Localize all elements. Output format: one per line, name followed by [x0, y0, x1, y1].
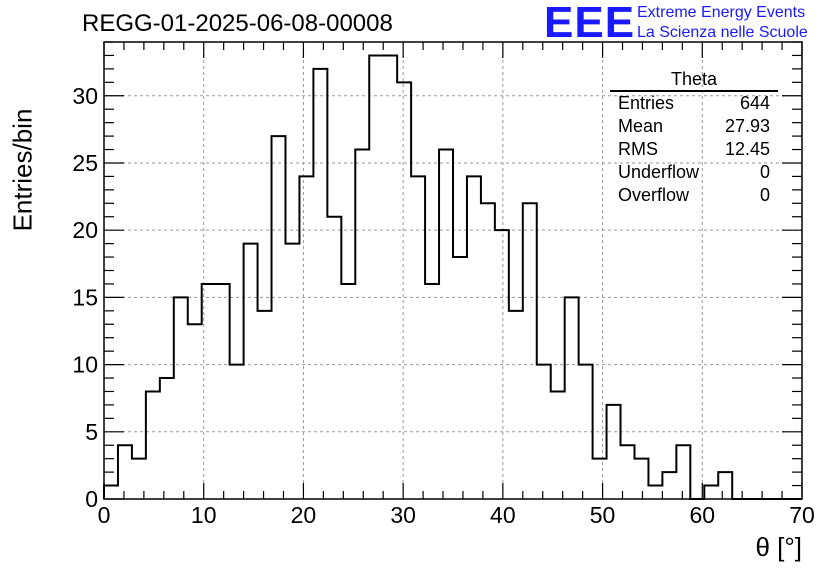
histogram-bin	[104, 486, 118, 499]
histogram-bin	[579, 365, 593, 499]
histogram-bin	[439, 150, 453, 499]
y-tick-label: 5	[85, 419, 98, 445]
eee-logo: EEE Extreme Energy Events La Scienza nel…	[540, 0, 836, 47]
y-tick-label: 0	[85, 486, 98, 512]
stats-key: Entries	[618, 93, 675, 113]
histogram-bin	[634, 459, 648, 499]
stats-key: Underflow	[618, 162, 700, 182]
histogram-bin	[523, 203, 537, 499]
histogram-bin	[425, 284, 439, 499]
histogram-bin	[174, 297, 188, 499]
histogram-bin	[327, 217, 341, 499]
histogram-bars	[103, 54, 802, 500]
y-tick-label: 20	[72, 217, 98, 243]
x-tick-label: 50	[590, 502, 616, 528]
stats-box: Theta Entries 644 Mean 27.93 RMS 12.45 U…	[610, 68, 778, 207]
histogram-bin	[495, 230, 509, 499]
stats-row-underflow: Underflow 0	[610, 161, 778, 184]
stats-row-mean: Mean 27.93	[610, 115, 778, 138]
stats-row-entries: Entries 644	[610, 92, 778, 115]
histogram-bin	[718, 472, 732, 499]
stats-value: 27.93	[724, 116, 770, 136]
x-axis-label: θ [°]	[755, 532, 802, 562]
histogram-bin	[621, 445, 635, 499]
y-tick-label: 10	[72, 352, 98, 378]
histogram-bin	[244, 244, 258, 499]
histogram-bin	[607, 405, 621, 499]
histogram-bin	[216, 284, 230, 499]
stats-value: 644	[739, 93, 770, 113]
histogram-bin	[676, 445, 690, 499]
x-tick-label: 40	[490, 502, 516, 528]
stats-row-rms: RMS 12.45	[610, 138, 778, 161]
histogram-bin	[285, 244, 299, 499]
histogram-bin	[160, 378, 174, 499]
histogram-bin	[537, 365, 551, 499]
histogram-bin	[509, 311, 523, 499]
stats-key: RMS	[618, 139, 658, 159]
histogram-bin	[383, 55, 397, 499]
logo-line-2: La Scienza nelle Scuole	[637, 24, 808, 41]
histogram-bin	[397, 82, 411, 499]
tick-marks	[103, 41, 803, 500]
histogram-outline	[103, 54, 802, 500]
y-axis-label-box: Entries/bin	[7, 108, 38, 232]
histogram-bin	[565, 297, 579, 499]
stats-key: Mean	[618, 116, 664, 136]
tick-labels: 0 10 20 30 40 50 60 70 0 5 10 15 20 25 30	[72, 83, 814, 528]
logo-letters: EEE	[544, 0, 636, 47]
stats-value: 12.45	[724, 139, 770, 159]
histogram-bin	[467, 176, 481, 499]
stats-title: Theta	[610, 68, 778, 92]
histogram-bin	[355, 150, 369, 499]
stats-value: 0	[759, 162, 770, 182]
x-tick-label: 10	[191, 502, 217, 528]
histogram-bin	[453, 257, 467, 499]
histogram-bin	[258, 311, 272, 499]
x-tick-label: 0	[98, 502, 111, 528]
histogram-bin	[593, 459, 607, 499]
stats-row-overflow: Overflow 0	[610, 184, 778, 207]
x-tick-label: 60	[689, 502, 715, 528]
x-tick-label: 70	[789, 502, 815, 528]
histogram-bin	[313, 69, 327, 499]
chart-title: REGG-01-2025-06-08-00008	[82, 10, 393, 37]
logo-line-1: Extreme Energy Events	[637, 4, 806, 21]
stats-key: Overflow	[618, 185, 690, 205]
y-tick-label: 15	[72, 284, 98, 310]
histogram-bin	[202, 284, 216, 499]
x-tick-label: 20	[291, 502, 317, 528]
histogram-bin	[230, 365, 244, 499]
histogram-bin	[704, 486, 718, 499]
histogram-bin	[299, 176, 313, 499]
y-tick-label: 25	[72, 150, 98, 176]
histogram-bin	[188, 324, 202, 499]
histogram-bin	[551, 391, 565, 499]
histogram-bin	[369, 55, 383, 499]
histogram-bin	[341, 284, 355, 499]
histogram-bin	[118, 445, 132, 499]
histogram-bin	[272, 136, 286, 499]
histogram-bin	[146, 391, 160, 499]
histogram-bin	[481, 203, 495, 499]
stats-value: 0	[759, 185, 770, 205]
x-tick-label: 30	[390, 502, 416, 528]
histogram-bin	[648, 486, 662, 499]
y-tick-label: 30	[72, 83, 98, 109]
histogram-bin	[662, 472, 676, 499]
histogram-bin	[411, 176, 425, 499]
y-axis-label: Entries/bin	[7, 108, 38, 232]
